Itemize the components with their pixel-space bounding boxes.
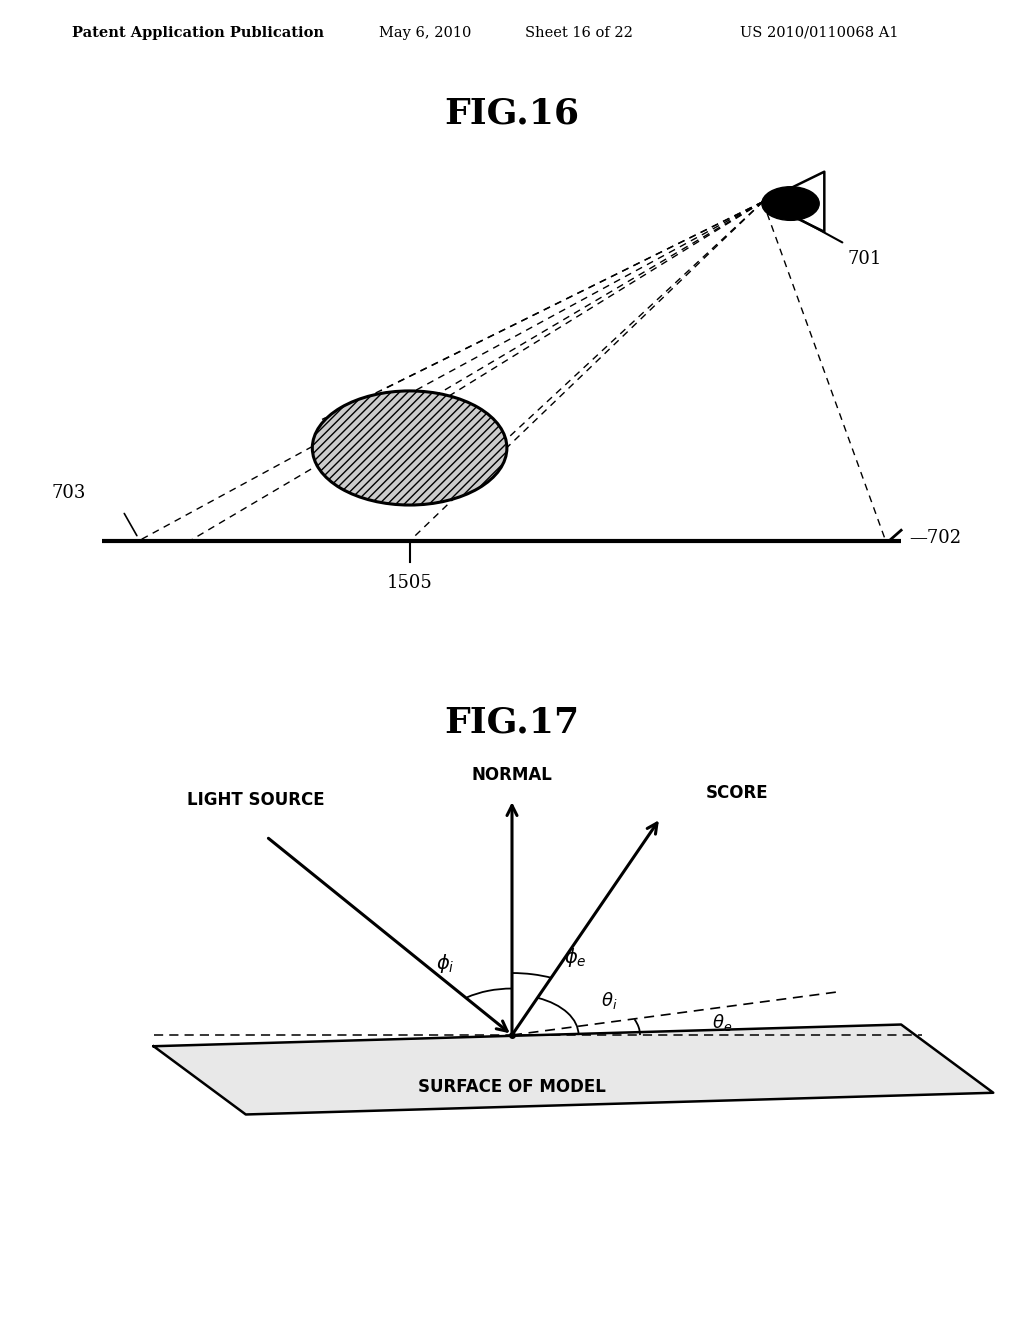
Text: FIG.16: FIG.16 bbox=[444, 96, 580, 131]
Text: Sheet 16 of 22: Sheet 16 of 22 bbox=[524, 25, 633, 40]
Text: 703: 703 bbox=[51, 484, 86, 502]
Text: $\phi_i$: $\phi_i$ bbox=[436, 952, 455, 975]
Polygon shape bbox=[763, 172, 824, 232]
Text: FIG.17: FIG.17 bbox=[444, 705, 580, 739]
Text: May 6, 2010: May 6, 2010 bbox=[379, 25, 471, 40]
Text: 1505: 1505 bbox=[387, 574, 432, 593]
Text: US 2010/0110068 A1: US 2010/0110068 A1 bbox=[740, 25, 898, 40]
Circle shape bbox=[762, 186, 819, 220]
Text: SURFACE OF MODEL: SURFACE OF MODEL bbox=[418, 1078, 606, 1097]
Polygon shape bbox=[154, 1024, 993, 1114]
Text: Patent Application Publication: Patent Application Publication bbox=[72, 25, 324, 40]
Ellipse shape bbox=[312, 391, 507, 506]
Text: $\phi_e$: $\phi_e$ bbox=[564, 946, 587, 969]
Text: —702: —702 bbox=[909, 529, 962, 546]
Text: LIGHT SOURCE: LIGHT SOURCE bbox=[187, 791, 325, 809]
Text: $\theta_e$: $\theta_e$ bbox=[712, 1012, 732, 1034]
Text: SCORE: SCORE bbox=[706, 784, 769, 803]
Text: NORMAL: NORMAL bbox=[472, 766, 552, 784]
Text: $\theta_i$: $\theta_i$ bbox=[601, 990, 617, 1011]
Text: 701: 701 bbox=[848, 249, 883, 268]
